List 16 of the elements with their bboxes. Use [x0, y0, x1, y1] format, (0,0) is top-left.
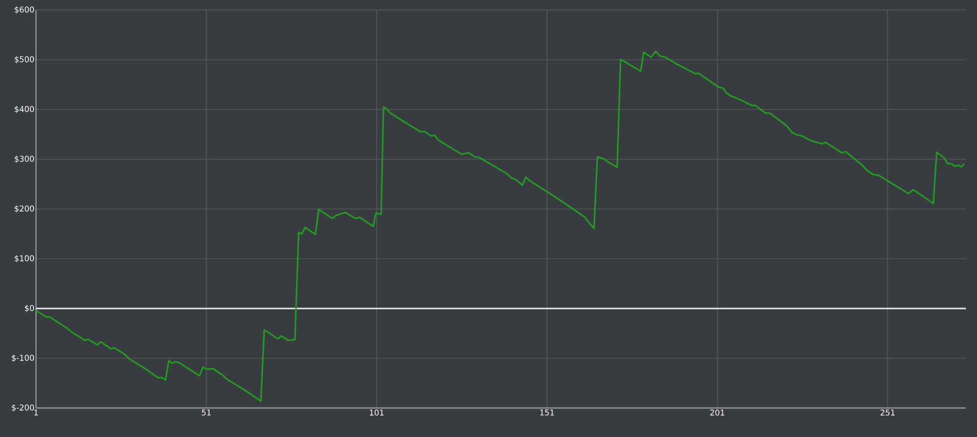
x-tick-label: 251	[880, 410, 895, 416]
y-tick-label: $600	[14, 6, 34, 14]
y-tick-label: $0	[24, 304, 34, 312]
x-tick-label: 101	[370, 410, 384, 416]
line-series	[35, 50, 966, 402]
y-tick-label: $200	[14, 205, 34, 213]
x-tick-label: 51	[202, 410, 211, 416]
x-tick-label: 201	[710, 410, 724, 416]
x-tick-label: 1	[34, 410, 38, 416]
y-tick-label: $-100	[12, 354, 34, 362]
y-tick-label: $300	[14, 156, 34, 163]
y-tick-label: $100	[14, 255, 34, 262]
y-tick-label: $500	[14, 56, 34, 64]
x-tick-label: 151	[540, 410, 554, 416]
y-tick-label: $-200	[12, 404, 34, 412]
y-tick-label: $400	[14, 106, 34, 114]
